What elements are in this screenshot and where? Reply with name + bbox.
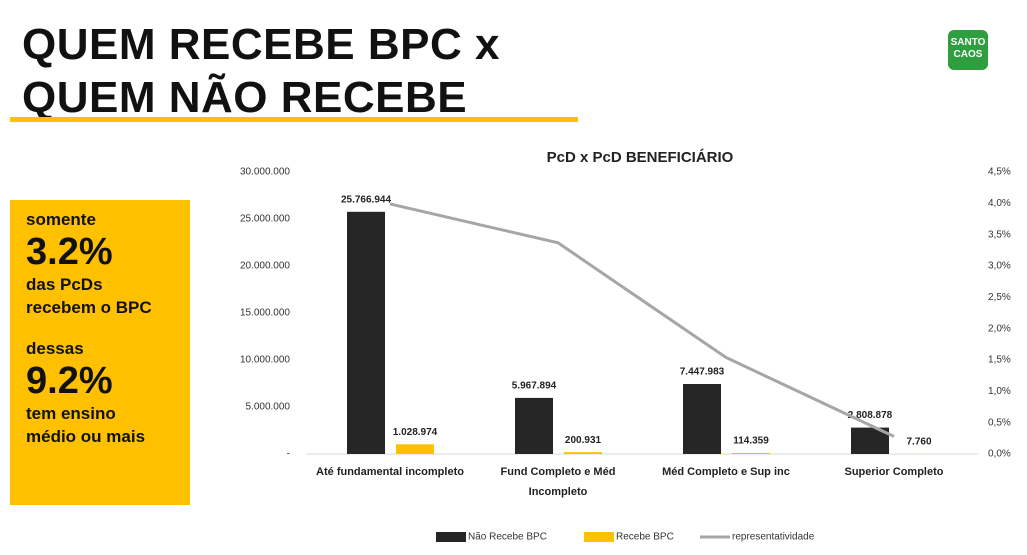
data-label: 7.760: [906, 437, 931, 448]
y2-tick-label: 1,5%: [988, 355, 1011, 366]
data-label: 25.766.944: [341, 194, 391, 205]
legend-label: representatividade: [732, 532, 815, 543]
y2-tick-label: 2,5%: [988, 292, 1011, 303]
title-underline: [10, 117, 578, 122]
y2-tick-label: 4,0%: [988, 198, 1011, 209]
line: [389, 202, 895, 438]
data-label: 2.808.878: [848, 410, 893, 421]
y2-tick-label: 0,0%: [988, 449, 1011, 460]
highlight-text: somente: [26, 210, 96, 229]
data-label: 5.967.894: [512, 381, 557, 392]
bar: [347, 211, 385, 454]
bar: [564, 452, 602, 454]
legend-label: Recebe BPC: [616, 532, 674, 543]
highlight-number: 3.2%: [26, 231, 113, 273]
highlight-text: dessas: [26, 339, 84, 358]
logo-text: CAOS: [953, 49, 983, 60]
highlight-text: médio ou mais: [26, 427, 146, 446]
highlight-text: recebem o BPC: [26, 298, 152, 317]
y-tick-label: 15.000.000: [240, 308, 290, 319]
legend-swatch: [436, 532, 466, 542]
chart-title: PcD x PcD BENEFICIÁRIO: [547, 149, 734, 166]
y2-tick-label: 0,5%: [988, 417, 1011, 428]
y-tick-label: 10.000.000: [240, 355, 290, 366]
x-tick-label: Até fundamental incompleto: [316, 466, 464, 478]
bar: [396, 444, 434, 454]
bar: [683, 383, 721, 454]
y-tick-label: 20.000.000: [240, 261, 290, 272]
y-tick-label: 25.000.000: [240, 214, 290, 225]
bar: [515, 397, 553, 454]
highlight-text: tem ensino: [26, 404, 116, 423]
highlight-box: somente 3.2% das PcDs recebem o BPC dess…: [10, 200, 190, 505]
slide-title: QUEM RECEBE BPC x: [22, 20, 500, 69]
legend-label: Não Recebe BPC: [468, 532, 547, 543]
bar: [732, 452, 770, 454]
y2-tick-label: 3,5%: [988, 229, 1011, 240]
y2-tick-label: 2,0%: [988, 323, 1011, 334]
logo-text: SANTO: [950, 37, 986, 48]
y2-tick-label: 4,5%: [988, 167, 1011, 178]
x-tick-label: Méd Completo e Sup inc: [662, 466, 790, 478]
y2-tick-label: 1,0%: [988, 386, 1011, 397]
legend-swatch: [584, 532, 614, 542]
y-tick-label: 30.000.000: [240, 167, 290, 178]
x-tick-label: Superior Completo: [844, 466, 944, 478]
slide-title: QUEM NÃO RECEBE: [22, 73, 468, 122]
logo: SANTO CAOS: [948, 30, 988, 70]
data-label: 7.447.983: [680, 367, 725, 378]
highlight-number: 9.2%: [26, 360, 113, 402]
data-label: 1.028.974: [393, 427, 438, 438]
y-tick-label: 5.000.000: [246, 402, 291, 413]
x-tick-label: Fund Completo e Méd Incompleto: [500, 466, 616, 498]
y2-tick-label: 3,0%: [988, 261, 1011, 272]
data-label: 114.359: [733, 436, 769, 447]
data-label: 200.931: [565, 435, 602, 446]
highlight-text: das PcDs: [26, 275, 103, 294]
y-tick-label: -: [287, 449, 290, 460]
